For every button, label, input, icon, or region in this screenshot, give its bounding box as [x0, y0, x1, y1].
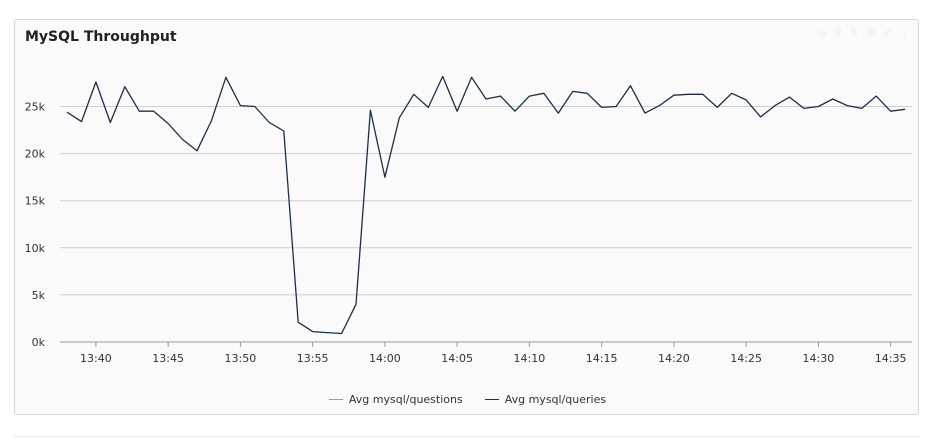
legend-item-queries[interactable]: Avg mysql/queries	[484, 393, 607, 406]
pencil-icon[interactable]: ✎	[850, 28, 859, 39]
series-line-1[interactable]	[66, 75, 906, 335]
y-tick-label: 5k	[32, 289, 46, 302]
x-tick-label: 14:30	[803, 352, 835, 365]
x-tick-label: 14:00	[369, 352, 401, 365]
x-tick-label: 13:45	[152, 352, 184, 365]
legend-item-questions[interactable]: Avg mysql/questions	[328, 393, 463, 406]
legend-swatch-questions	[328, 399, 343, 400]
menu-icon[interactable]: ⋮	[900, 28, 910, 39]
legend-label-questions: Avg mysql/questions	[348, 393, 463, 406]
chart-title: MySQL Throughput	[25, 29, 177, 45]
x-tick-label: 14:10	[514, 352, 546, 365]
legend-swatch-queries	[484, 399, 499, 400]
x-tick-label: 13:50	[225, 352, 257, 365]
edit-icon[interactable]: ✐	[883, 28, 892, 39]
y-tick-label: 10k	[25, 242, 46, 255]
x-tick-label: 14:25	[730, 352, 762, 365]
x-tick-label: 13:55	[297, 352, 329, 365]
x-tick-label: 14:05	[441, 352, 473, 365]
next-panel-edge	[14, 436, 919, 443]
y-tick-label: 20k	[25, 148, 46, 161]
chart-panel: MySQL Throughput ◷ ⚲ ✎ ⚙ ✐ ⋮	[14, 19, 919, 415]
x-tick-label: 14:20	[658, 352, 690, 365]
x-tick-label: 13:40	[80, 352, 112, 365]
chart-legend: Avg mysql/questions Avg mysql/queries	[0, 393, 935, 406]
y-tick-label: 15k	[25, 195, 46, 208]
x-tick-label: 14:35	[875, 352, 907, 365]
y-tick-label: 0k	[32, 336, 46, 349]
y-tick-label: 25k	[25, 101, 46, 114]
gear-icon[interactable]: ⚙	[866, 28, 876, 39]
x-tick-label: 14:15	[586, 352, 618, 365]
panel-toolbar: ◷ ⚲ ✎ ⚙ ✐ ⋮	[818, 28, 910, 39]
clock-icon[interactable]: ◷	[818, 28, 827, 39]
zoom-icon[interactable]: ⚲	[834, 28, 843, 39]
legend-label-queries: Avg mysql/queries	[504, 393, 607, 406]
